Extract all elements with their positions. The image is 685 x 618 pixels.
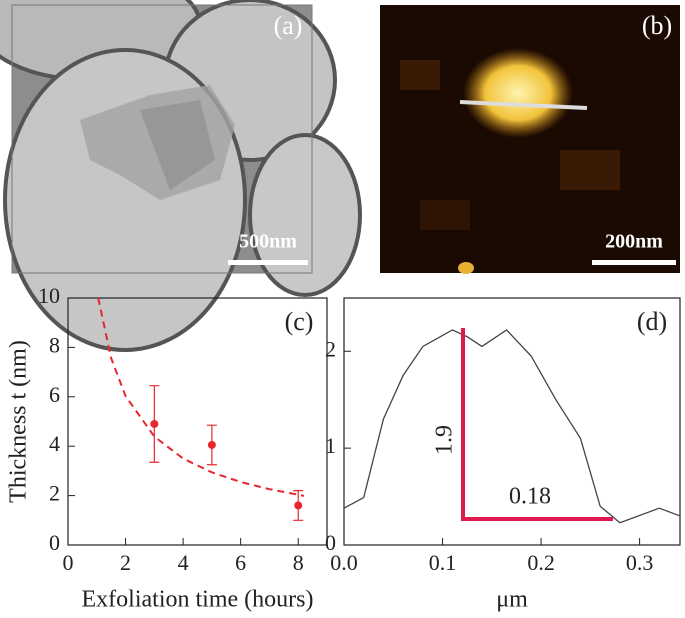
x-tick-label: 0.1 (429, 550, 457, 575)
data-line (343, 329, 681, 524)
data-line (97, 297, 305, 497)
plot-frame (67, 297, 328, 546)
x-tick-label: 0.0 (330, 550, 358, 575)
y-tick-label: 2 (49, 481, 60, 506)
panel-label: (c) (285, 307, 314, 336)
data-point (150, 419, 159, 428)
annotation: 1.9 (432, 425, 458, 455)
plot-frame (343, 297, 681, 546)
y-tick-label: 10 (38, 283, 60, 308)
data-point (294, 501, 303, 510)
panel-label: (d) (637, 307, 667, 336)
y-tick-label: 2 (325, 336, 336, 361)
y-tick-label: 8 (49, 332, 60, 357)
x-axis-label: Exfoliation time (hours) (82, 587, 314, 613)
y-tick-label: 0 (325, 530, 336, 555)
x-tick-label: 6 (235, 550, 246, 575)
y-axis-label: Thickness t (nm) (6, 340, 32, 503)
x-tick-label: 0.2 (527, 550, 555, 575)
scale-bar-label: 200nm (605, 231, 663, 253)
tem-image: 500nm (a) (0, 0, 362, 352)
data-point (207, 440, 216, 449)
y-tick-label: 1 (325, 433, 336, 458)
x-tick-label: 0.3 (626, 550, 654, 575)
panel-label: (a) (274, 11, 303, 40)
x-tick-label: 2 (120, 550, 131, 575)
y-tick-label: 6 (49, 382, 60, 407)
scale-bar-label: 500nm (239, 231, 297, 253)
x-tick-label: 8 (293, 550, 304, 575)
x-tick-label: 4 (178, 550, 189, 575)
measure-lines (461, 328, 613, 521)
y-tick-label: 4 (49, 431, 60, 456)
y-tick-label: 0 (49, 530, 60, 555)
x-tick-label: 0 (63, 550, 74, 575)
afm-image: 200nm (b) (380, 5, 680, 274)
x-axis-label: μm (496, 587, 528, 613)
annotation: 0.18 (509, 484, 551, 510)
panel-label: (b) (642, 11, 672, 40)
